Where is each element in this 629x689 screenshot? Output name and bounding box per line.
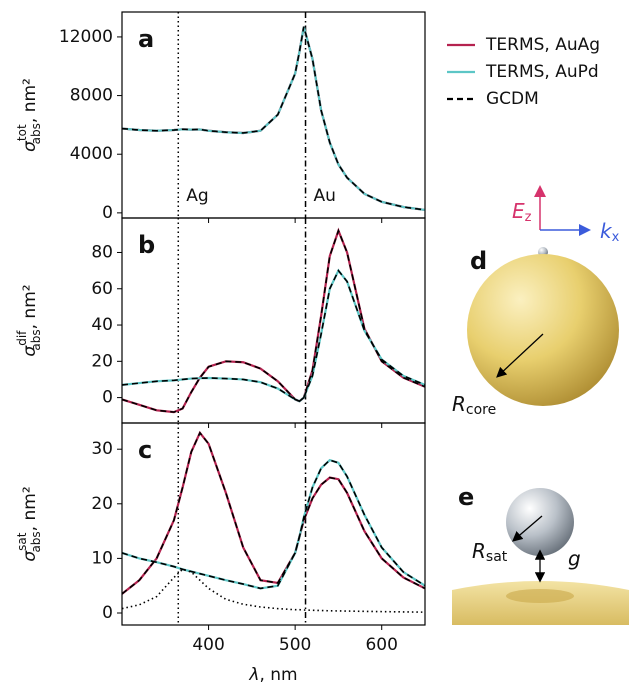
panel-label: e bbox=[458, 483, 474, 511]
core-sphere bbox=[467, 254, 619, 406]
series-line bbox=[122, 268, 425, 403]
y-axis-label: σtotabs, nm² bbox=[15, 78, 43, 152]
y-tick-label: 8000 bbox=[70, 86, 113, 106]
legend-label: GCDM bbox=[486, 89, 539, 109]
y-tick-label: 20 bbox=[91, 351, 113, 371]
plot-frame bbox=[121, 422, 426, 626]
legend-label: TERMS, AuPd bbox=[485, 62, 599, 82]
x-axis-label: λ, nm bbox=[248, 665, 297, 685]
series-line bbox=[122, 568, 425, 613]
legend-label: TERMS, AuAg bbox=[485, 35, 600, 55]
plot-frame bbox=[121, 217, 426, 424]
series-line bbox=[122, 458, 425, 590]
panel-label: d bbox=[470, 247, 487, 275]
series-line bbox=[122, 227, 425, 414]
e-label: Ez bbox=[512, 199, 532, 225]
reference-label: Au bbox=[314, 186, 336, 206]
panel-label: c bbox=[138, 436, 152, 464]
legend: TERMS, AuAg TERMS, AuPd GCDM bbox=[447, 35, 600, 109]
y-tick-label: 80 bbox=[91, 242, 113, 262]
series-line bbox=[122, 431, 425, 595]
series-line bbox=[122, 459, 425, 590]
y-axis-label: σsatabs, nm² bbox=[15, 486, 43, 561]
gap-label: g bbox=[568, 547, 581, 571]
y-axis-label: σdifabs, nm² bbox=[15, 284, 43, 356]
series-line bbox=[122, 430, 425, 595]
illustration-e: e Rsat g bbox=[452, 483, 629, 625]
y-tick-label: 60 bbox=[91, 279, 113, 299]
y-tick-label: 12000 bbox=[59, 27, 113, 47]
illustration-d: d Ez kx Rcore bbox=[452, 185, 620, 419]
r-label: Rsat bbox=[472, 539, 508, 566]
x-tick-label: 600 bbox=[365, 635, 397, 655]
y-tick-label: 10 bbox=[91, 548, 113, 568]
y-tick-label: 4000 bbox=[70, 144, 113, 164]
series-line bbox=[122, 269, 425, 403]
substrate bbox=[452, 581, 629, 625]
series-line bbox=[122, 26, 425, 212]
y-tick-label: 0 bbox=[102, 203, 113, 223]
y-tick-label: 0 bbox=[102, 603, 113, 623]
y-tick-label: 30 bbox=[91, 439, 113, 459]
y-tick-label: 40 bbox=[91, 315, 113, 335]
radius-arrow bbox=[496, 333, 544, 378]
panel-label: b bbox=[138, 231, 155, 259]
series-line bbox=[122, 26, 425, 211]
reference-label: Ag bbox=[186, 186, 208, 206]
x-tick-label: 400 bbox=[192, 635, 224, 655]
radius-arrow bbox=[512, 515, 543, 542]
shadow bbox=[506, 589, 574, 603]
y-tick-label: 0 bbox=[102, 388, 113, 408]
x-tick-label: 500 bbox=[279, 635, 311, 655]
panel-label: a bbox=[138, 25, 154, 53]
satellite-sphere bbox=[506, 488, 574, 556]
r-label: Rcore bbox=[452, 392, 496, 419]
plot-frame bbox=[121, 11, 426, 219]
series-line bbox=[122, 228, 425, 413]
k-label: kx bbox=[600, 219, 620, 245]
y-tick-label: 20 bbox=[91, 494, 113, 514]
